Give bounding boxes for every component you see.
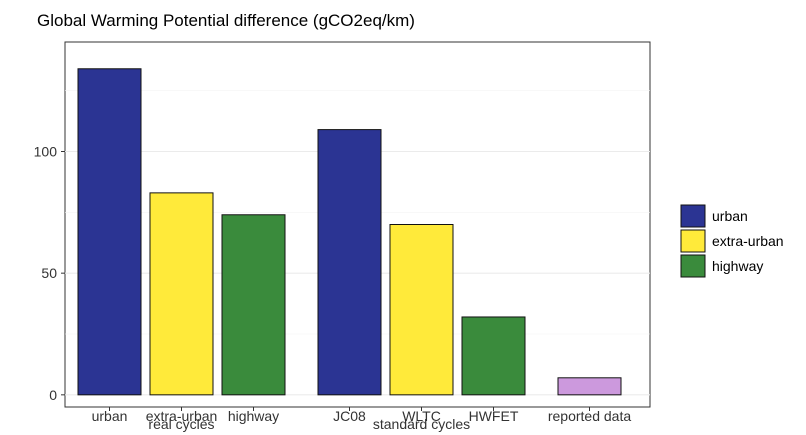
bar-HWFET bbox=[461, 316, 526, 396]
legend-label-extra-urban: extra-urban bbox=[712, 233, 784, 249]
x-tick-label: reported data bbox=[548, 408, 631, 424]
y-tick-label: 100 bbox=[34, 144, 58, 160]
x-tick-label: WLTC bbox=[402, 408, 441, 424]
group-label: real cycles bbox=[148, 416, 214, 432]
y-tick-label: 0 bbox=[49, 387, 57, 403]
x-tick-label: extra-urban bbox=[146, 408, 218, 424]
bars bbox=[77, 68, 622, 396]
legend-label-highway: highway bbox=[712, 258, 763, 274]
x-tick-label: urban bbox=[92, 408, 128, 424]
bar-JC08 bbox=[317, 129, 382, 396]
bar-highway bbox=[221, 214, 286, 396]
bar-reported-data bbox=[557, 377, 622, 396]
group-label: standard cycles bbox=[373, 416, 470, 432]
legend-label-urban: urban bbox=[712, 208, 748, 224]
y-tick-label: 50 bbox=[41, 265, 57, 281]
bar-urban bbox=[77, 68, 142, 396]
legend-swatch-highway bbox=[680, 254, 706, 278]
bar-extra-urban bbox=[149, 192, 214, 396]
x-axis: urban extra-urban highway real cycles JC08 WL… bbox=[92, 407, 631, 432]
bar-WLTC bbox=[389, 224, 454, 396]
legend-swatch-urban bbox=[680, 204, 706, 228]
x-tick-label: JC08 bbox=[333, 408, 366, 424]
y-axis: 0 50 100 bbox=[34, 144, 65, 403]
legend: urban extra-urban highway bbox=[680, 204, 784, 278]
chart-title: Global Warming Potential difference (gCO… bbox=[37, 11, 415, 30]
legend-swatch-extra-urban bbox=[680, 229, 706, 253]
x-tick-label: HWFET bbox=[469, 408, 519, 424]
x-tick-label: highway bbox=[228, 408, 279, 424]
